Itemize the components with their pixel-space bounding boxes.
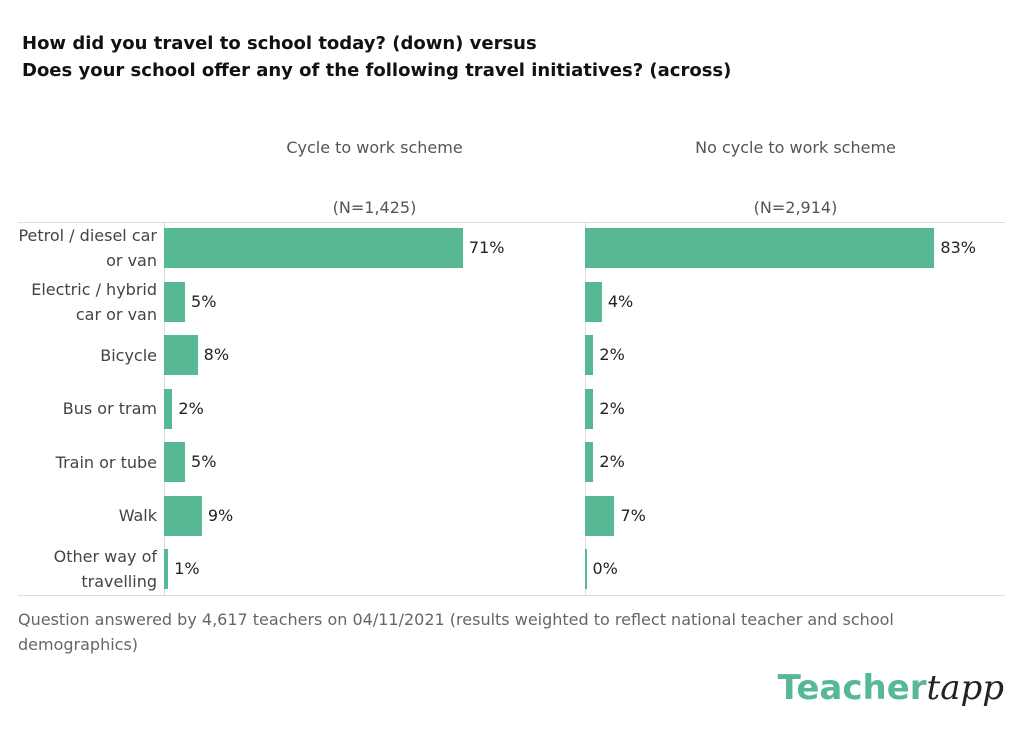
bar (164, 442, 186, 482)
category-label: Electric / hybrid car or van (31, 279, 157, 324)
value-label: 5% (191, 291, 217, 311)
bar (585, 495, 615, 536)
bar (164, 335, 198, 375)
bar (585, 549, 587, 589)
value-label: 0% (592, 559, 618, 578)
bar (164, 549, 169, 589)
category-label: Bicycle (100, 345, 157, 365)
value-label: 8% (203, 345, 230, 364)
bar (164, 281, 186, 322)
category-label: Walk (118, 506, 157, 525)
value-label: 7% (620, 505, 646, 525)
category-label: Bus or tram (62, 399, 157, 418)
bar (585, 388, 594, 429)
title-line: Does your school offer any of the follow… (22, 60, 732, 81)
bar (585, 281, 602, 322)
value-label: 4% (607, 291, 634, 311)
value-label: 2% (178, 398, 204, 418)
value-label: 2% (599, 345, 625, 364)
value-label: 1% (174, 559, 200, 578)
panel-title: Cycle to work scheme (286, 138, 463, 157)
logo: Teachertapp (778, 668, 1004, 708)
bottom-rule (18, 595, 1005, 596)
title-line: How did you travel to school today? (dow… (22, 33, 537, 54)
panel-title: No cycle to work scheme (695, 138, 896, 157)
logo-part: Teacher (777, 668, 927, 708)
bar (585, 442, 594, 482)
value-label: 2% (599, 452, 625, 471)
panel-subtitle: (N=2,914) (753, 198, 838, 217)
value-label: 9% (207, 505, 234, 525)
footnote: Question answered by 4,617 teachers on 0… (18, 610, 894, 654)
bar (164, 495, 202, 536)
bar (585, 228, 935, 268)
value-label: 2% (599, 398, 625, 418)
value-label: 71% (468, 238, 505, 257)
logo-part: tapp (926, 668, 1004, 708)
bar (585, 335, 594, 375)
bar (164, 388, 173, 429)
category-label: Other way of travelling (53, 547, 157, 591)
bar (164, 228, 463, 268)
header-rule (18, 222, 1005, 223)
panel-subtitle: (N=1,425) (332, 198, 417, 217)
value-label: 83% (940, 238, 976, 257)
category-label: Train or tube (55, 452, 157, 472)
category-label: Petrol / diesel car or van (18, 226, 157, 270)
value-label: 5% (191, 452, 217, 471)
